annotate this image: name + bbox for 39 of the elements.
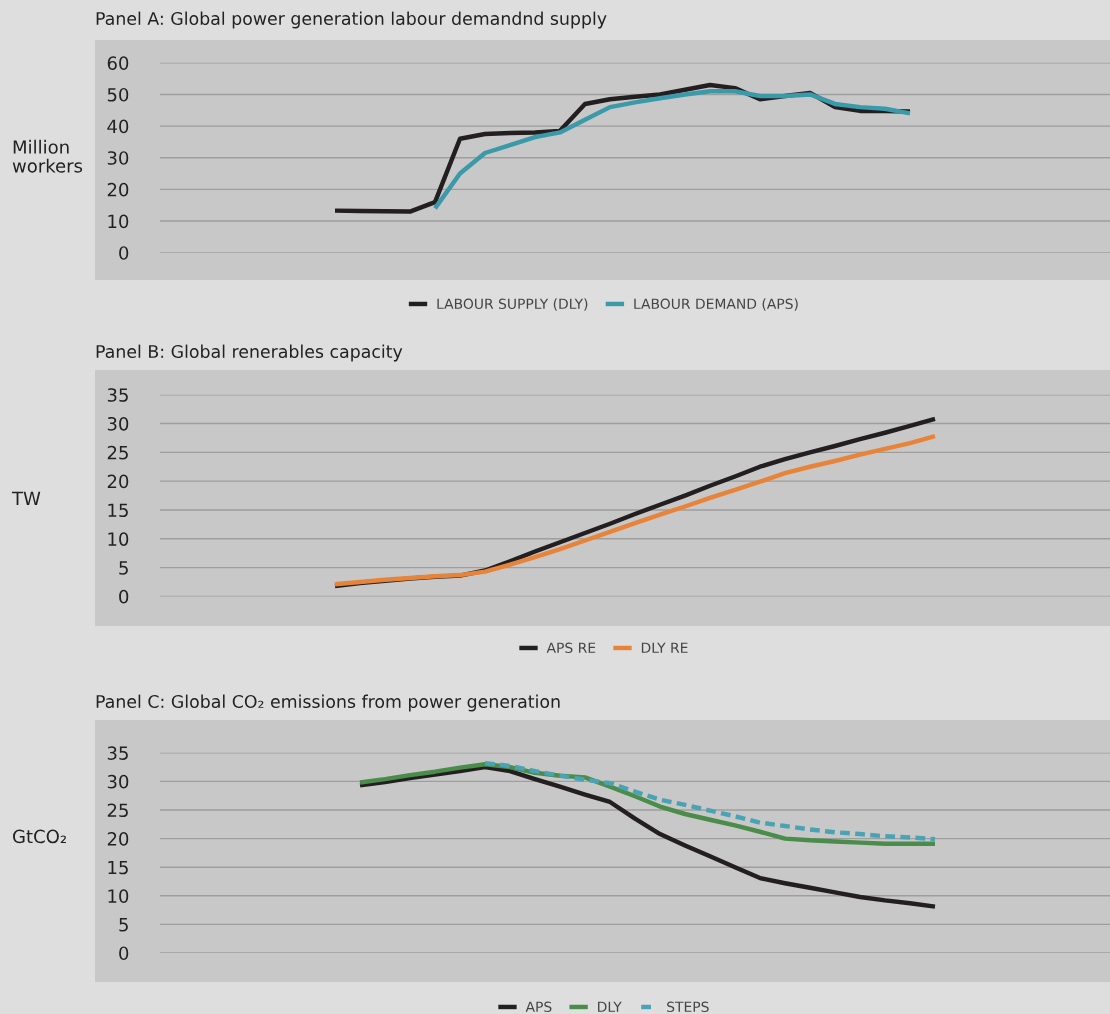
legend-label: LABOUR SUPPLY (DLY) (437, 298, 588, 311)
y-axis-title: Million workers (12, 139, 83, 173)
y-tick-label: 5 (119, 561, 128, 575)
legend-label: APS RE (546, 642, 596, 654)
line-series (432, 89, 913, 211)
y-tick-label: 35 (107, 388, 128, 402)
y-tick-label: 30 (107, 774, 129, 789)
y-tick-label: 0 (119, 246, 129, 260)
y-tick-label: 0 (119, 946, 129, 961)
y-tick-label: 20 (107, 474, 129, 489)
y-tick-label: 25 (107, 803, 128, 818)
y-tick-label: 25 (107, 445, 128, 460)
y-tick-label: 10 (108, 214, 129, 229)
legend-label: DLY (598, 1001, 622, 1012)
y-tick-label: 30 (107, 416, 129, 431)
y-tick-label: 40 (107, 119, 129, 134)
chart-title: Panel B: Global renerables capacity (96, 344, 403, 362)
line-series (357, 764, 938, 909)
y-tick-label: 0 (119, 589, 129, 604)
y-tick-label: 15 (108, 860, 128, 875)
y-tick-label: 10 (108, 532, 129, 546)
line-series (482, 760, 938, 842)
y-tick-label: 20 (107, 182, 129, 197)
chart-title: Panel C: Global CO₂ emissions from power generation (96, 694, 560, 712)
y-tick-label: 20 (107, 832, 129, 846)
y-tick-label: 60 (107, 56, 129, 70)
chart-title: Panel A: Global power generation labour demandnd supply (96, 11, 607, 29)
y-tick-label: 15 (108, 503, 128, 518)
legend-label: DLY RE (641, 642, 688, 653)
y-axis-title: GtCO₂ (13, 829, 66, 844)
legend-label: STEPS (667, 1001, 709, 1013)
legend-label: APS (525, 1001, 552, 1013)
y-tick-label: 35 (107, 746, 128, 760)
legend-label: LABOUR DEMAND (APS) (634, 298, 798, 311)
y-tick-label: 50 (107, 87, 129, 102)
y-tick-label: 30 (107, 151, 129, 165)
y-tick-label: 10 (108, 889, 129, 903)
y-axis-title: TW (11, 491, 41, 505)
y-tick-label: 5 (119, 918, 128, 932)
